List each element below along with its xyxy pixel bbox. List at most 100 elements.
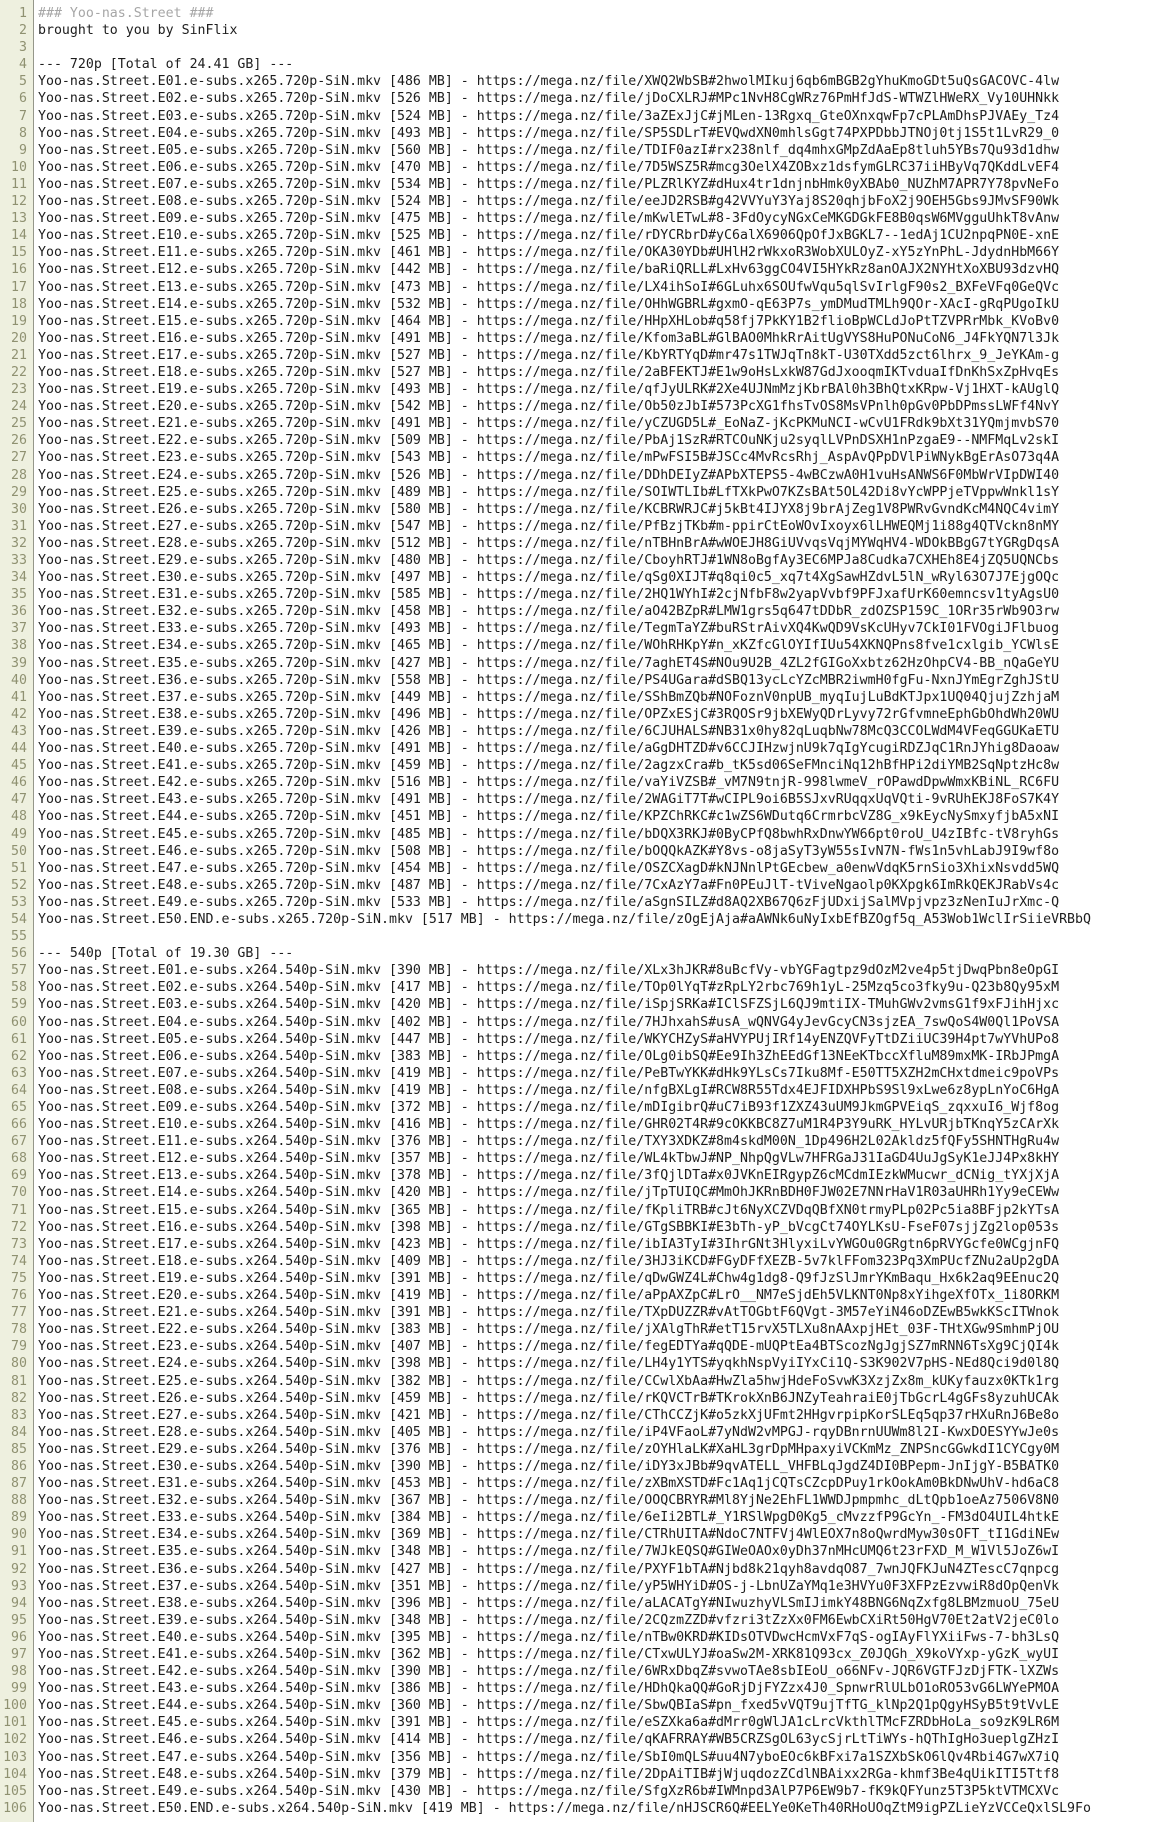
- code-line: 60 Yoo-nas.Street.E04.e-subs.x264.540p-S…: [0, 1014, 1156, 1031]
- code-line: 20 Yoo-nas.Street.E16.e-subs.x265.720p-S…: [0, 330, 1156, 347]
- line-number: 73: [11, 1236, 27, 1252]
- code-line: 96 Yoo-nas.Street.E40.e-subs.x264.540p-S…: [0, 1629, 1156, 1646]
- line-text: Yoo-nas.Street.E22.e-subs.x264.540p-SiN.…: [38, 1322, 1060, 1338]
- line-number: 103: [3, 1749, 27, 1765]
- line-text: Yoo-nas.Street.E43.e-subs.x265.720p-SiN.…: [38, 792, 1060, 808]
- line-text: [34, 39, 38, 56]
- code-line: 6 Yoo-nas.Street.E02.e-subs.x265.720p-Si…: [0, 90, 1156, 107]
- code-line: 27 Yoo-nas.Street.E23.e-subs.x265.720p-S…: [0, 449, 1156, 466]
- line-text: Yoo-nas.Street.E25.e-subs.x264.540p-SiN.…: [38, 1373, 1060, 1389]
- code-line: 36 Yoo-nas.Street.E32.e-subs.x265.720p-S…: [0, 603, 1156, 620]
- code-line: 25 Yoo-nas.Street.E21.e-subs.x265.720p-S…: [0, 415, 1156, 432]
- line-text: Yoo-nas.Street.E07.e-subs.x265.720p-SiN.…: [38, 176, 1060, 192]
- line-number: 52: [11, 877, 27, 893]
- code-line: 52 Yoo-nas.Street.E48.e-subs.x265.720p-S…: [0, 877, 1156, 894]
- code-line: 51 Yoo-nas.Street.E47.e-subs.x265.720p-S…: [0, 860, 1156, 877]
- line-text: Yoo-nas.Street.E47.e-subs.x265.720p-SiN.…: [38, 860, 1060, 876]
- code-line: 16 Yoo-nas.Street.E12.e-subs.x265.720p-S…: [0, 261, 1156, 278]
- line-text: Yoo-nas.Street.E39.e-subs.x264.540p-SiN.…: [38, 1612, 1060, 1628]
- line-text: Yoo-nas.Street.E34.e-subs.x264.540p-SiN.…: [38, 1527, 1060, 1543]
- line-number: 95: [11, 1612, 27, 1628]
- line-number: 60: [11, 1014, 27, 1030]
- code-line: 72 Yoo-nas.Street.E16.e-subs.x264.540p-S…: [0, 1219, 1156, 1236]
- line-number: 9: [19, 142, 27, 158]
- line-number: 27: [11, 450, 27, 466]
- line-number: 21: [11, 347, 27, 363]
- code-line: 101 Yoo-nas.Street.E45.e-subs.x264.540p-…: [0, 1714, 1156, 1731]
- line-text: Yoo-nas.Street.E38.e-subs.x264.540p-SiN.…: [38, 1595, 1060, 1611]
- line-number: 12: [11, 194, 27, 210]
- line-text: Yoo-nas.Street.E34.e-subs.x265.720p-SiN.…: [38, 638, 1060, 654]
- line-text: Yoo-nas.Street.E19.e-subs.x264.540p-SiN.…: [38, 1270, 1060, 1286]
- line-text: Yoo-nas.Street.E01.e-subs.x265.720p-SiN.…: [38, 74, 1060, 90]
- line-number: 61: [11, 1031, 27, 1047]
- line-number: 16: [11, 262, 27, 278]
- line-number: 3: [19, 40, 27, 56]
- line-number: 59: [11, 997, 27, 1013]
- line-text: Yoo-nas.Street.E19.e-subs.x265.720p-SiN.…: [38, 382, 1060, 398]
- code-line: 14 Yoo-nas.Street.E10.e-subs.x265.720p-S…: [0, 227, 1156, 244]
- line-text: Yoo-nas.Street.E02.e-subs.x265.720p-SiN.…: [38, 91, 1060, 107]
- line-number: 35: [11, 587, 27, 603]
- line-text: Yoo-nas.Street.E40.e-subs.x265.720p-SiN.…: [38, 741, 1060, 757]
- line-number: 4: [19, 57, 27, 73]
- line-number: 102: [3, 1732, 27, 1748]
- line-text: Yoo-nas.Street.E28.e-subs.x264.540p-SiN.…: [38, 1424, 1060, 1440]
- line-text: Yoo-nas.Street.E27.e-subs.x264.540p-SiN.…: [38, 1407, 1060, 1423]
- line-number: 6: [19, 91, 27, 107]
- line-number: 88: [11, 1493, 27, 1509]
- line-number: 77: [11, 1305, 27, 1321]
- line-number: 66: [11, 1117, 27, 1133]
- line-text: Yoo-nas.Street.E33.e-subs.x264.540p-SiN.…: [38, 1510, 1060, 1526]
- code-line: 100 Yoo-nas.Street.E44.e-subs.x264.540p-…: [0, 1697, 1156, 1714]
- code-line: 13 Yoo-nas.Street.E09.e-subs.x265.720p-S…: [0, 210, 1156, 227]
- line-text: Yoo-nas.Street.E18.e-subs.x265.720p-SiN.…: [38, 364, 1060, 380]
- code-line: 3: [0, 39, 1156, 56]
- code-line: 4 --- 720p [Total of 24.41 GB] ---: [0, 56, 1156, 73]
- line-text: Yoo-nas.Street.E31.e-subs.x265.720p-SiN.…: [38, 587, 1060, 603]
- code-line: 7 Yoo-nas.Street.E03.e-subs.x265.720p-Si…: [0, 108, 1156, 125]
- code-line: 67 Yoo-nas.Street.E11.e-subs.x264.540p-S…: [0, 1133, 1156, 1150]
- line-number: 13: [11, 211, 27, 227]
- line-text: Yoo-nas.Street.E45.e-subs.x264.540p-SiN.…: [38, 1715, 1060, 1731]
- code-line: 21 Yoo-nas.Street.E17.e-subs.x265.720p-S…: [0, 347, 1156, 364]
- line-text: Yoo-nas.Street.E39.e-subs.x265.720p-SiN.…: [38, 723, 1060, 739]
- line-text: Yoo-nas.Street.E16.e-subs.x264.540p-SiN.…: [38, 1219, 1060, 1235]
- code-line: 82 Yoo-nas.Street.E26.e-subs.x264.540p-S…: [0, 1390, 1156, 1407]
- code-line: 86 Yoo-nas.Street.E30.e-subs.x264.540p-S…: [0, 1458, 1156, 1475]
- code-line: 28 Yoo-nas.Street.E24.e-subs.x265.720p-S…: [0, 467, 1156, 484]
- line-number: 57: [11, 963, 27, 979]
- line-text: Yoo-nas.Street.E05.e-subs.x264.540p-SiN.…: [38, 1031, 1060, 1047]
- line-number: 99: [11, 1681, 27, 1697]
- line-text: Yoo-nas.Street.E14.e-subs.x265.720p-SiN.…: [38, 296, 1060, 312]
- code-line: 79 Yoo-nas.Street.E23.e-subs.x264.540p-S…: [0, 1338, 1156, 1355]
- line-number: 89: [11, 1510, 27, 1526]
- line-number: 32: [11, 535, 27, 551]
- code-line: 58 Yoo-nas.Street.E02.e-subs.x264.540p-S…: [0, 979, 1156, 996]
- line-number: 81: [11, 1373, 27, 1389]
- line-text: brought to you by SinFlix: [38, 23, 238, 39]
- line-number: 36: [11, 604, 27, 620]
- line-text: Yoo-nas.Street.E44.e-subs.x264.540p-SiN.…: [38, 1698, 1060, 1714]
- line-text: --- 540p [Total of 19.30 GB] ---: [38, 946, 294, 962]
- line-text: Yoo-nas.Street.E48.e-subs.x264.540p-SiN.…: [38, 1766, 1060, 1782]
- line-text: Yoo-nas.Street.E49.e-subs.x265.720p-SiN.…: [38, 894, 1060, 910]
- line-text: Yoo-nas.Street.E29.e-subs.x264.540p-SiN.…: [38, 1441, 1060, 1457]
- line-number: 50: [11, 843, 27, 859]
- line-text: Yoo-nas.Street.E12.e-subs.x265.720p-SiN.…: [38, 262, 1060, 278]
- line-text: Yoo-nas.Street.E38.e-subs.x265.720p-SiN.…: [38, 706, 1060, 722]
- line-number: 63: [11, 1065, 27, 1081]
- line-number: 80: [11, 1356, 27, 1372]
- code-line: 18 Yoo-nas.Street.E14.e-subs.x265.720p-S…: [0, 296, 1156, 313]
- line-number: 70: [11, 1185, 27, 1201]
- code-line: 56 --- 540p [Total of 19.30 GB] ---: [0, 945, 1156, 962]
- line-text: Yoo-nas.Street.E14.e-subs.x264.540p-SiN.…: [38, 1185, 1060, 1201]
- code-line: 34 Yoo-nas.Street.E30.e-subs.x265.720p-S…: [0, 569, 1156, 586]
- code-line: 24 Yoo-nas.Street.E20.e-subs.x265.720p-S…: [0, 398, 1156, 415]
- line-text: Yoo-nas.Street.E42.e-subs.x264.540p-SiN.…: [38, 1664, 1060, 1680]
- line-number: 24: [11, 399, 27, 415]
- line-number: 2: [19, 23, 27, 39]
- code-line: 87 Yoo-nas.Street.E31.e-subs.x264.540p-S…: [0, 1475, 1156, 1492]
- line-text: Yoo-nas.Street.E11.e-subs.x264.540p-SiN.…: [38, 1134, 1060, 1150]
- line-text: Yoo-nas.Street.E25.e-subs.x265.720p-SiN.…: [38, 484, 1060, 500]
